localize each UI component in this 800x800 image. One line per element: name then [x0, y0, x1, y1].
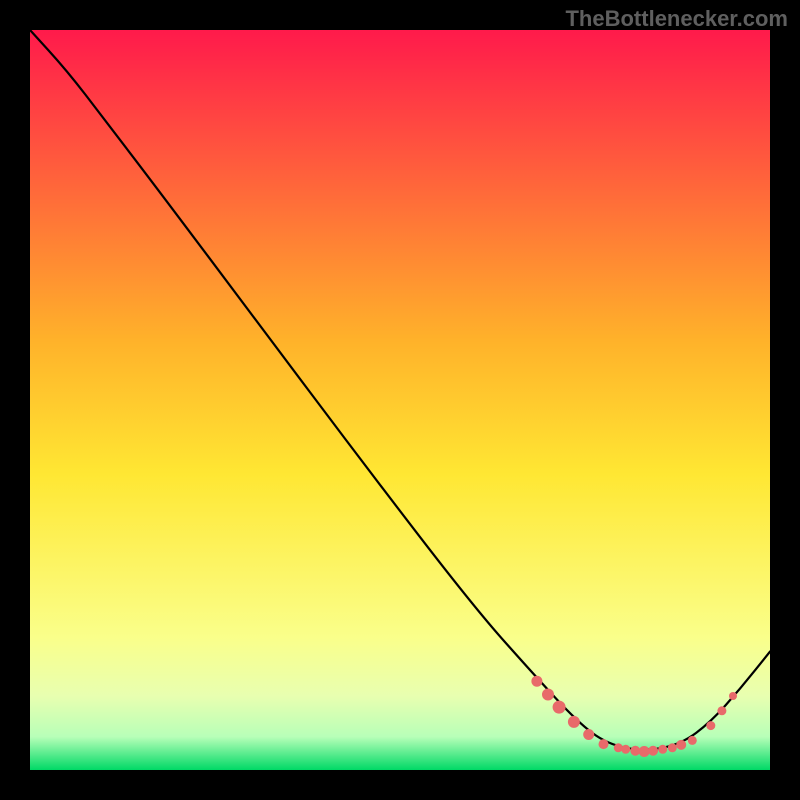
data-marker [583, 729, 594, 740]
data-marker [676, 740, 686, 750]
gradient-background [30, 30, 770, 770]
data-marker [599, 739, 609, 749]
data-marker [531, 676, 542, 687]
data-marker [688, 736, 697, 745]
data-marker [621, 745, 630, 754]
data-marker [658, 745, 667, 754]
data-marker [668, 743, 677, 752]
chart-svg [30, 30, 770, 770]
data-marker [648, 746, 658, 756]
plot-area [30, 30, 770, 770]
data-marker [717, 706, 726, 715]
data-marker [542, 689, 554, 701]
chart-container: TheBottlenecker.com [0, 0, 800, 800]
data-marker [614, 743, 623, 752]
data-marker [706, 721, 715, 730]
data-marker [553, 701, 566, 714]
data-marker [729, 692, 737, 700]
data-marker [639, 746, 650, 757]
data-marker [568, 716, 580, 728]
watermark-text: TheBottlenecker.com [565, 6, 788, 32]
